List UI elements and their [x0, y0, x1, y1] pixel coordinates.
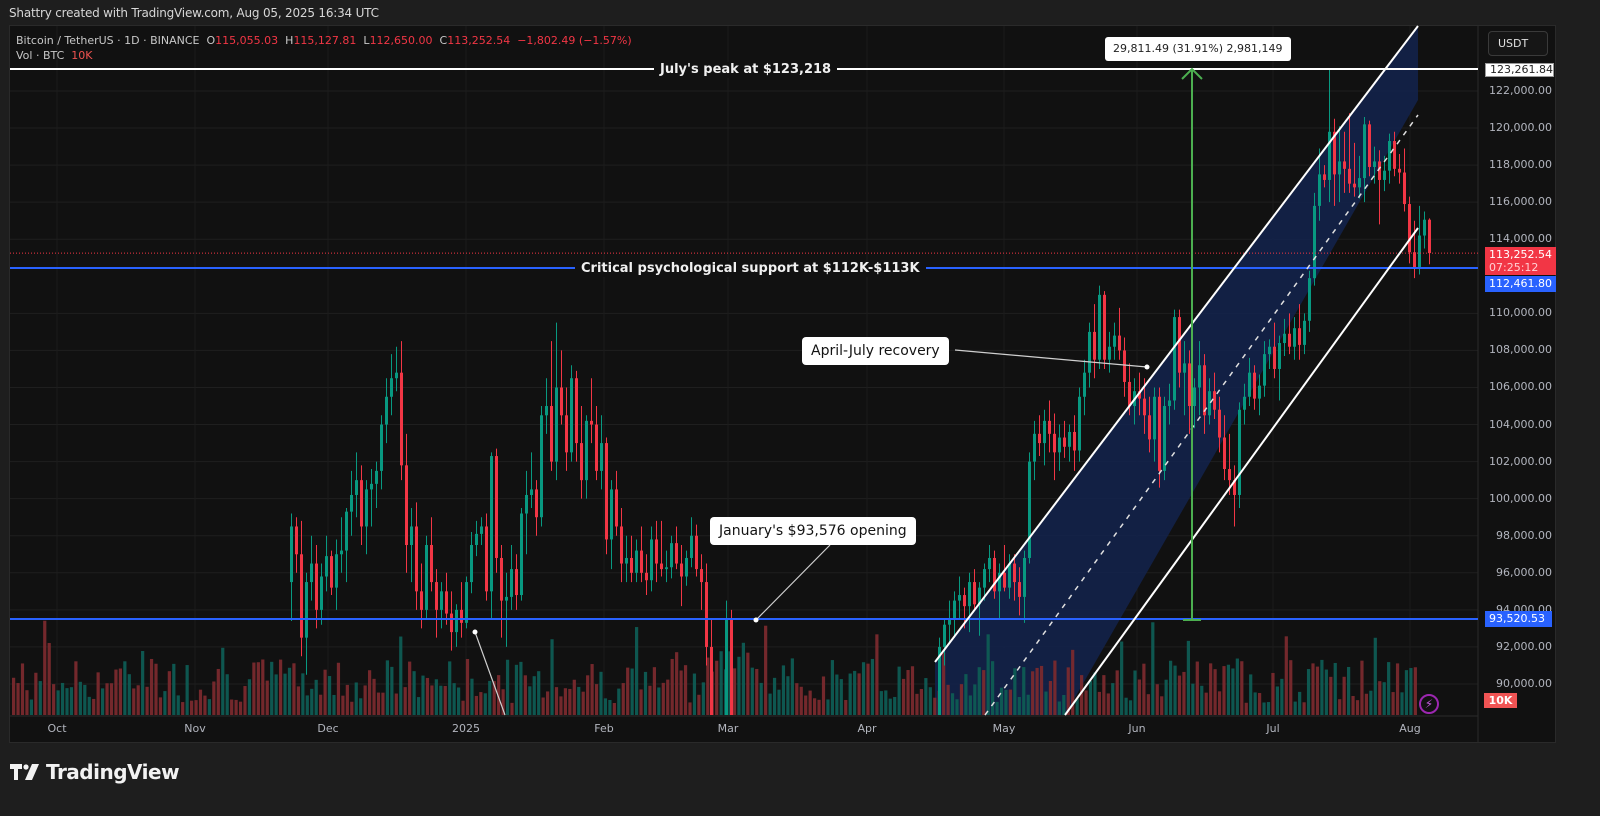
january-price-tag: 93,520.53 [1485, 611, 1552, 627]
brand-name: TradingView [46, 760, 180, 784]
price-tick-label: 98,000.00 [1496, 528, 1552, 542]
time-tick-label: Jun [1128, 722, 1146, 735]
time-tick-label: May [992, 722, 1016, 735]
time-tick-label: Jul [1266, 722, 1280, 735]
price-tick-label: 96,000.00 [1496, 565, 1552, 579]
currency-selector[interactable]: USDT [1488, 31, 1548, 56]
lightning-icon[interactable]: ⚡ [1419, 694, 1439, 714]
symbol-legend: Bitcoin / TetherUS · 1D · BINANCE O115,0… [16, 34, 632, 62]
price-tick-label: 102,000.00 [1489, 454, 1552, 468]
regression-channel [935, 26, 1418, 715]
april-july-callout[interactable]: April-July recovery [802, 337, 949, 365]
high-value: 115,127.81 [293, 34, 357, 47]
tv-logo-icon [10, 764, 39, 780]
time-tick-label: Apr [857, 722, 877, 735]
close-value: 113,252.54 [447, 34, 511, 47]
price-tick-label: 92,000.00 [1496, 639, 1552, 653]
price-tick-label: 90,000.00 [1496, 676, 1552, 690]
time-tick-label: Nov [184, 722, 206, 735]
chart-edge [1556, 25, 1564, 743]
price-tick-label: 114,000.00 [1489, 232, 1552, 246]
price-tick-label: 104,000.00 [1489, 417, 1552, 431]
support-label[interactable]: Critical psychological support at $112K-… [575, 261, 926, 277]
volume-label[interactable]: Vol · BTC [16, 49, 65, 62]
time-tick-label: Aug [1399, 722, 1421, 735]
volume-bars [12, 620, 1417, 715]
july-peak-label[interactable]: July's peak at $123,218 [654, 62, 838, 78]
price-tick-label: 108,000.00 [1489, 343, 1552, 357]
candlesticks [290, 68, 1431, 715]
support-price-tag: 112,461.80 [1485, 276, 1556, 292]
symbol-name[interactable]: Bitcoin / TetherUS · 1D · BINANCE [16, 34, 200, 47]
chart-frame[interactable] [9, 25, 1556, 743]
january-open-callout[interactable]: January's $93,576 opening [710, 517, 916, 545]
price-tick-label: 120,000.00 [1489, 121, 1552, 135]
time-tick-label: Feb [594, 722, 614, 735]
chart-credit: Shattry created with TradingView.com, Au… [9, 6, 379, 20]
time-tick-label: Mar [717, 722, 739, 735]
time-tick-label: Dec [317, 722, 339, 735]
price-tick-label: 100,000.00 [1489, 491, 1552, 505]
open-value: 115,055.03 [215, 34, 279, 47]
volume-value: 10K [71, 49, 93, 62]
price-tick-label: 106,000.00 [1489, 380, 1552, 394]
change-value: −1,802.49 (−1.57%) [517, 34, 632, 47]
price-tick-label: 110,000.00 [1489, 306, 1552, 320]
low-value: 112,650.00 [369, 34, 433, 47]
last-price-tag: 113,252.54 07:25:12 [1485, 247, 1556, 275]
peak-price-tag: 123,261.84 [1485, 63, 1554, 77]
bar-countdown: 07:25:12 [1489, 261, 1539, 274]
measure-tooltip: 29,811.49 (31.91%) 2,981,149 [1105, 37, 1291, 61]
price-tick-label: 116,000.00 [1489, 195, 1552, 209]
volume-tag: 10K [1484, 693, 1517, 708]
time-tick-label: 2025 [452, 722, 480, 735]
tradingview-logo: TradingView [10, 760, 180, 784]
time-tick-label: Oct [47, 722, 67, 735]
price-tick-label: 122,000.00 [1489, 84, 1552, 97]
price-tick-label: 118,000.00 [1489, 158, 1552, 172]
